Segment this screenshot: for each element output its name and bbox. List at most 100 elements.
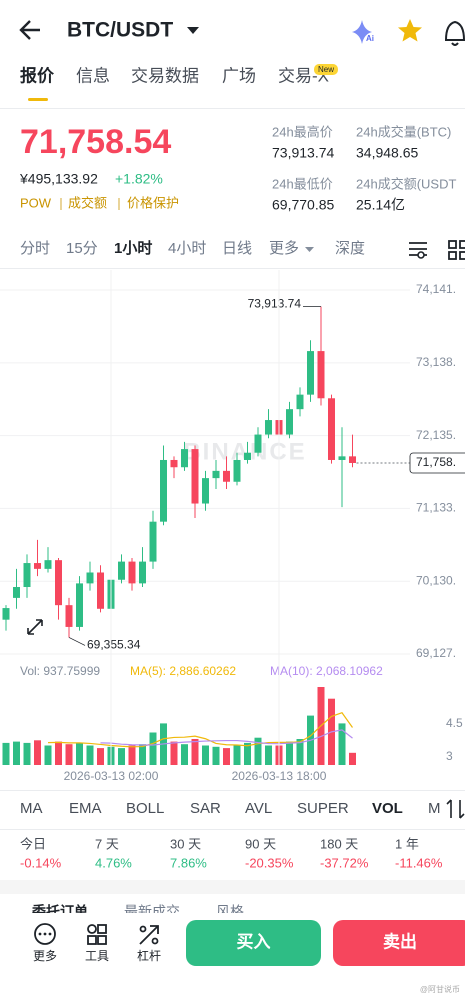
period-change: -11.46%: [395, 855, 443, 870]
volume-bar: [191, 739, 199, 765]
candle-body: [118, 561, 125, 580]
stat-label: 24h成交额(USDT: [356, 176, 456, 191]
tools-icon[interactable]: [87, 924, 107, 945]
volume-chart: Vol: 937.75999 MA(5): 2,886.60262 MA(10): …: [2, 270, 463, 783]
interval-bar: 分时 15分 1小时 4小时 日线 更多 深度: [20, 240, 365, 257]
period-change: 7.86%: [170, 855, 207, 870]
indicator-fade: [440, 796, 465, 822]
candle-body: [191, 449, 199, 504]
candle-body: [128, 561, 136, 584]
candle-body: [265, 420, 272, 435]
indicator-option[interactable]: SUPER: [297, 800, 349, 817]
action-label[interactable]: 更多: [33, 949, 57, 963]
candle-body: [55, 560, 62, 606]
period-label: 90 天: [245, 836, 276, 851]
candle-body: [44, 560, 52, 569]
volume-bar: [65, 744, 73, 765]
quote-tag[interactable]: POW: [20, 195, 52, 210]
stat-label: 24h成交量(BTC): [356, 124, 451, 139]
candle-body: [296, 394, 304, 410]
volume-bar: [76, 742, 83, 765]
pair-title[interactable]: BTC/USDT: [67, 19, 173, 42]
volume-bar: [128, 745, 136, 765]
leverage-icon[interactable]: [139, 925, 159, 945]
candle-body: [149, 521, 157, 562]
volume-bar: [13, 741, 20, 765]
indicator-option[interactable]: MA: [20, 800, 43, 817]
active-tab-indicator: [28, 98, 48, 101]
more-dropdown[interactable]: [305, 247, 314, 252]
interval-option[interactable]: 分时: [20, 240, 50, 257]
action-labels: 更多 工具 杠杆: [33, 948, 161, 963]
interval-option[interactable]: 更多: [269, 240, 299, 257]
interval-option[interactable]: 日线: [222, 240, 252, 257]
candle-body: [212, 470, 220, 479]
indicator-option[interactable]: SAR: [190, 800, 221, 817]
quote-tag[interactable]: 价格保护: [127, 195, 179, 210]
volume-axis-label: 3: [446, 749, 453, 763]
favorite-star[interactable]: [398, 19, 422, 42]
more-icon[interactable]: [34, 923, 56, 945]
stats-grid: 24h最高价 73,913.74 24h成交量(BTC) 34,948.65 24h最低…: [272, 124, 456, 212]
candle-body: [97, 572, 104, 609]
interval-option[interactable]: 深度: [335, 240, 365, 257]
interval-option[interactable]: 15分: [66, 240, 98, 257]
indicator-option[interactable]: EMA: [69, 800, 102, 817]
quote-tag[interactable]: 成交额: [68, 195, 107, 210]
volume-bar: [149, 732, 157, 765]
candle-body: [2, 608, 10, 620]
candle-body: [170, 459, 178, 468]
y-tick-label: 72,135.: [416, 428, 456, 442]
action-label[interactable]: 工具: [85, 949, 109, 963]
volume-bar: [118, 748, 125, 765]
volume-bar: [181, 744, 188, 765]
candle-body: [139, 561, 146, 584]
last-price: 71,758.54: [20, 123, 171, 161]
stat-value: 69,770.85: [272, 197, 334, 213]
indicator-option[interactable]: AVL: [245, 800, 272, 817]
action-label[interactable]: 杠杆: [137, 948, 161, 963]
high-label: 73,913.74: [248, 297, 302, 311]
back-arrow[interactable]: [19, 20, 40, 40]
last-price-tag: [409, 452, 465, 474]
candle-body: [34, 563, 41, 569]
volume-bar: [97, 748, 104, 765]
layout-icon[interactable]: [448, 240, 465, 260]
sell-label[interactable]: 卖出: [383, 931, 417, 951]
period-label: 7 天: [95, 836, 119, 851]
interval-option[interactable]: 1小时: [114, 240, 152, 257]
chart-settings-icon[interactable]: [409, 242, 427, 259]
indicator-option[interactable]: VOL: [372, 800, 403, 817]
period-change: 4.76%: [95, 855, 132, 870]
ai-icon[interactable]: [352, 20, 372, 44]
tab[interactable]: 广场: [222, 66, 256, 85]
candle-body: [328, 398, 335, 460]
volume-legend: MA(10): 2,068.10962: [270, 664, 383, 678]
interval-option[interactable]: 4小时: [168, 240, 206, 257]
expand-icon[interactable]: [22, 614, 48, 640]
stat-value: 25.14亿: [356, 197, 405, 213]
candle-body: [223, 470, 230, 482]
indicator-settings-icon[interactable]: [446, 799, 465, 819]
x-tick-label: 2026-03-13 18:00: [232, 769, 327, 783]
y-tick-label: 74,141.: [416, 282, 456, 296]
y-tick-label: 69,127.: [416, 646, 456, 660]
tab[interactable]: 交易数据: [131, 66, 199, 85]
tab[interactable]: 报价: [20, 65, 55, 85]
bell-icon[interactable]: [444, 20, 465, 46]
sell-button[interactable]: [333, 920, 465, 966]
pair-dropdown[interactable]: [187, 27, 199, 34]
tab[interactable]: 信息: [76, 66, 110, 85]
volume-legend: MA(5): 2,886.60262: [130, 664, 236, 678]
buy-label[interactable]: 买入: [237, 932, 271, 951]
stat-value: 34,948.65: [356, 145, 418, 161]
candle-body: [286, 409, 293, 435]
period-label: 180 天: [320, 836, 358, 851]
candle-body: [254, 434, 262, 453]
indicator-option[interactable]: BOLL: [126, 800, 164, 817]
buy-button[interactable]: [186, 920, 321, 966]
divider: [0, 268, 465, 269]
volume-bar: [338, 723, 346, 765]
